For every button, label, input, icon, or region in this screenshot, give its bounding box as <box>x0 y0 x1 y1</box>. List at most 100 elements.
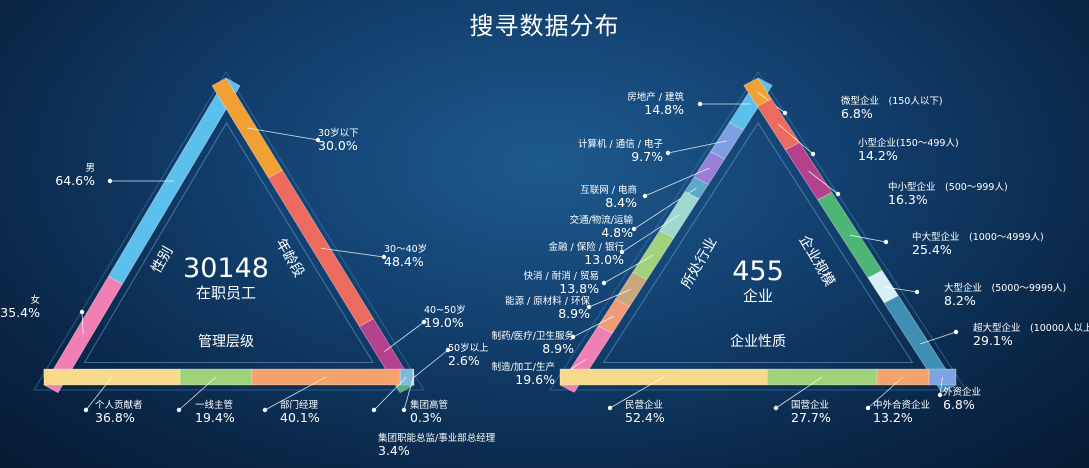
callout-left-1: 女35.4% <box>0 294 85 335</box>
callout-label: 互联网 / 电商 <box>580 184 637 196</box>
callout-value: 27.7% <box>791 410 831 425</box>
center-value: 455 <box>732 256 784 287</box>
callout-label: 计算机 / 通信 / 电子 <box>578 138 663 150</box>
callout-left-1: 计算机 / 通信 / 电子9.7% <box>578 138 728 164</box>
callout-value: 4.8% <box>601 225 633 240</box>
callout-label: 中小型企业 (500～999人) <box>888 181 1008 193</box>
callout-label: 民营企业 <box>625 399 663 411</box>
callout-label: 房地产 / 建筑 <box>627 91 684 103</box>
callout-label: 能源 / 原材料 / 环保 <box>505 295 590 307</box>
callout-label: 小型企业(150～499人) <box>858 137 959 149</box>
callout-value: 30.0% <box>318 138 358 153</box>
callout-label: 中大型企业 (1000～4999人) <box>912 231 1044 243</box>
callout-value: 13.0% <box>584 252 624 267</box>
callout-value: 14.8% <box>644 102 684 117</box>
page-title: 搜寻数据分布 <box>469 12 620 40</box>
callout-label: 金融 / 保险 / 银行 <box>549 241 625 253</box>
callout-value: 29.1% <box>973 333 1013 348</box>
callout-value: 64.6% <box>55 173 95 188</box>
callout-value: 6.8% <box>943 397 975 412</box>
edge-label-bottom: 管理层级 <box>198 334 254 350</box>
callout-left-0: 男64.6% <box>55 163 175 188</box>
callout-value: 8.2% <box>944 293 976 308</box>
callout-value: 48.4% <box>384 254 424 269</box>
edge-label-right: 企业规模 <box>796 232 839 289</box>
callout-value: 2.6% <box>448 353 480 368</box>
callout-right-2: 中小型企业 (500～999人)16.3% <box>808 170 1008 207</box>
segment-bottom-2 <box>251 368 401 386</box>
callout-value: 13.2% <box>873 410 913 425</box>
callout-right-4: 大型企业 (5000～9999人)8.2% <box>883 282 1066 308</box>
segment-bottom-4 <box>412 368 415 386</box>
callout-label: 个人贡献者 <box>95 399 143 411</box>
center-label: 在职员工 <box>196 284 256 302</box>
callout-value: 6.8% <box>841 106 873 121</box>
callout-right-0: 微型企业 (150人以下)6.8% <box>757 91 943 121</box>
callout-label: 中外合资企业 <box>873 399 930 411</box>
callout-label: 一线主管 <box>195 399 233 411</box>
callout-label: 部门经理 <box>280 399 319 411</box>
callout-left-2: 互联网 / 电商8.4% <box>580 167 710 210</box>
edge-label-left: 所处行业 <box>679 235 721 291</box>
center-value: 30148 <box>183 253 269 284</box>
segment-bottom-3 <box>399 368 414 386</box>
callout-label: 国营企业 <box>791 399 829 411</box>
callout-label: 微型企业 (150人以下) <box>841 95 943 107</box>
callout-value: 8.9% <box>542 341 574 356</box>
callout-value: 19.6% <box>515 372 555 387</box>
callout-value: 19.4% <box>195 410 235 425</box>
edge-label-left: 性别 <box>149 244 177 276</box>
callout-label: 集团职能总监/事业部总经理 <box>378 432 496 444</box>
callout-label: 外资企业 <box>943 386 981 398</box>
callout-value: 14.2% <box>858 148 898 163</box>
callout-label: 30岁以下 <box>318 127 359 139</box>
callout-label: 制药/医疗/卫生服务 <box>492 330 575 342</box>
segment-bottom-1 <box>179 368 253 386</box>
callout-label: 制造/加工/生产 <box>492 361 555 373</box>
callout-value: 52.4% <box>625 410 665 425</box>
callout-label: 女 <box>30 294 40 306</box>
callout-value: 13.8% <box>559 281 599 296</box>
callout-value: 16.3% <box>888 192 928 207</box>
edge-label-right: 年龄段 <box>272 236 307 280</box>
callout-label: 40~50岁 <box>424 304 466 316</box>
segment-right-0 <box>211 77 283 179</box>
callout-label: 50岁以上 <box>448 342 489 354</box>
callout-value: 0.3% <box>410 410 442 425</box>
callout-value: 19.0% <box>424 315 464 330</box>
callout-label: 男 <box>85 163 95 174</box>
triangle-inner-outline <box>83 122 374 363</box>
segment-bottom-0 <box>43 368 181 386</box>
callout-label: 快消 / 耐消 / 贸易 <box>524 270 599 282</box>
segment-right-1 <box>756 98 801 151</box>
callout-value: 8.4% <box>605 195 637 210</box>
edge-label-bottom: 企业性质 <box>730 333 786 350</box>
callout-right-5: 超大型企业 (10000人以上)29.1% <box>919 322 1089 348</box>
callout-value: 9.7% <box>631 149 663 164</box>
callout-value: 25.4% <box>912 242 952 257</box>
triangle-inner-outline <box>602 122 914 363</box>
callout-value: 40.1% <box>280 410 320 425</box>
callout-right-3: 中大型企业 (1000～4999人)25.4% <box>849 231 1044 257</box>
callout-left-6: 能源 / 原材料 / 环保8.9% <box>505 289 632 321</box>
triangle-outline <box>33 71 425 391</box>
callout-value: 3.4% <box>378 443 410 458</box>
callout-right-1: 小型企业(150～499人)14.2% <box>778 124 959 163</box>
